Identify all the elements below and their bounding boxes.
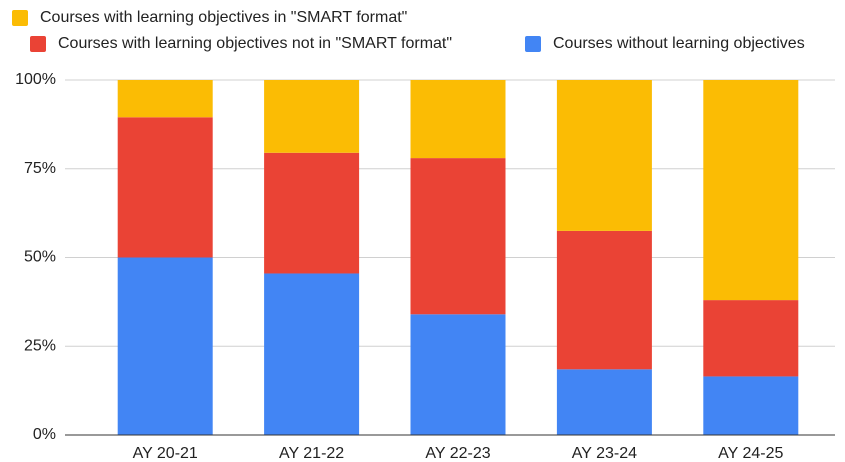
legend-label: Courses without learning objectives [553,35,805,52]
y-tick-label: 100% [15,71,56,88]
bar-segment [117,257,213,435]
bar-segment [410,158,506,315]
y-tick-label: 25% [24,337,56,354]
bar-segment [556,230,652,370]
bar-segment [117,117,213,258]
legend-swatch [12,10,28,26]
x-tick-label: AY 23-24 [572,445,637,462]
x-tick-label: AY 20-21 [133,445,198,462]
legend-label: Courses with learning objectives not in … [58,35,452,52]
y-tick-label: 0% [33,426,56,443]
bar-segment [410,314,506,435]
bar-segment [703,376,799,435]
bar-segment [264,80,360,153]
x-tick-label: AY 24-25 [718,445,783,462]
y-tick-label: 75% [24,160,56,177]
legend-swatch [525,36,541,52]
x-tick-label: AY 21-22 [279,445,344,462]
x-tick-label: AY 22-23 [425,445,490,462]
y-tick-label: 50% [24,249,56,266]
bar-segment [703,80,799,301]
bar-segment [410,80,506,159]
bar-segment [117,80,213,118]
legend-label: Courses with learning objectives in "SMA… [40,9,407,26]
bar-segment [556,80,652,231]
bar-segment [264,152,360,274]
bar-segment [703,300,799,377]
bar-segment [264,273,360,435]
legend-swatch [30,36,46,52]
bar-segment [556,369,652,435]
